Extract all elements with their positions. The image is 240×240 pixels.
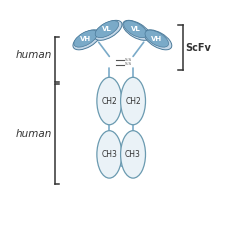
Text: VL: VL: [131, 26, 140, 32]
Ellipse shape: [124, 21, 147, 38]
Text: ScFv: ScFv: [185, 43, 211, 53]
Text: CH3: CH3: [125, 150, 141, 159]
Ellipse shape: [145, 30, 168, 47]
Ellipse shape: [123, 20, 150, 40]
Ellipse shape: [120, 77, 145, 125]
Ellipse shape: [97, 77, 122, 125]
Text: CH2: CH2: [125, 96, 141, 106]
Ellipse shape: [120, 131, 145, 178]
Ellipse shape: [94, 20, 122, 40]
Text: human: human: [16, 129, 52, 139]
Text: CH2: CH2: [102, 96, 117, 106]
Text: S-S: S-S: [125, 62, 132, 66]
Text: VH: VH: [151, 36, 162, 42]
Text: VL: VL: [102, 26, 112, 32]
Ellipse shape: [95, 21, 119, 38]
Text: CH3: CH3: [101, 150, 117, 159]
Ellipse shape: [97, 131, 122, 178]
Ellipse shape: [144, 30, 172, 50]
Text: VH: VH: [80, 36, 91, 42]
Ellipse shape: [74, 30, 97, 47]
Ellipse shape: [73, 30, 101, 50]
Text: human: human: [16, 50, 52, 60]
Text: S-S: S-S: [125, 58, 132, 62]
